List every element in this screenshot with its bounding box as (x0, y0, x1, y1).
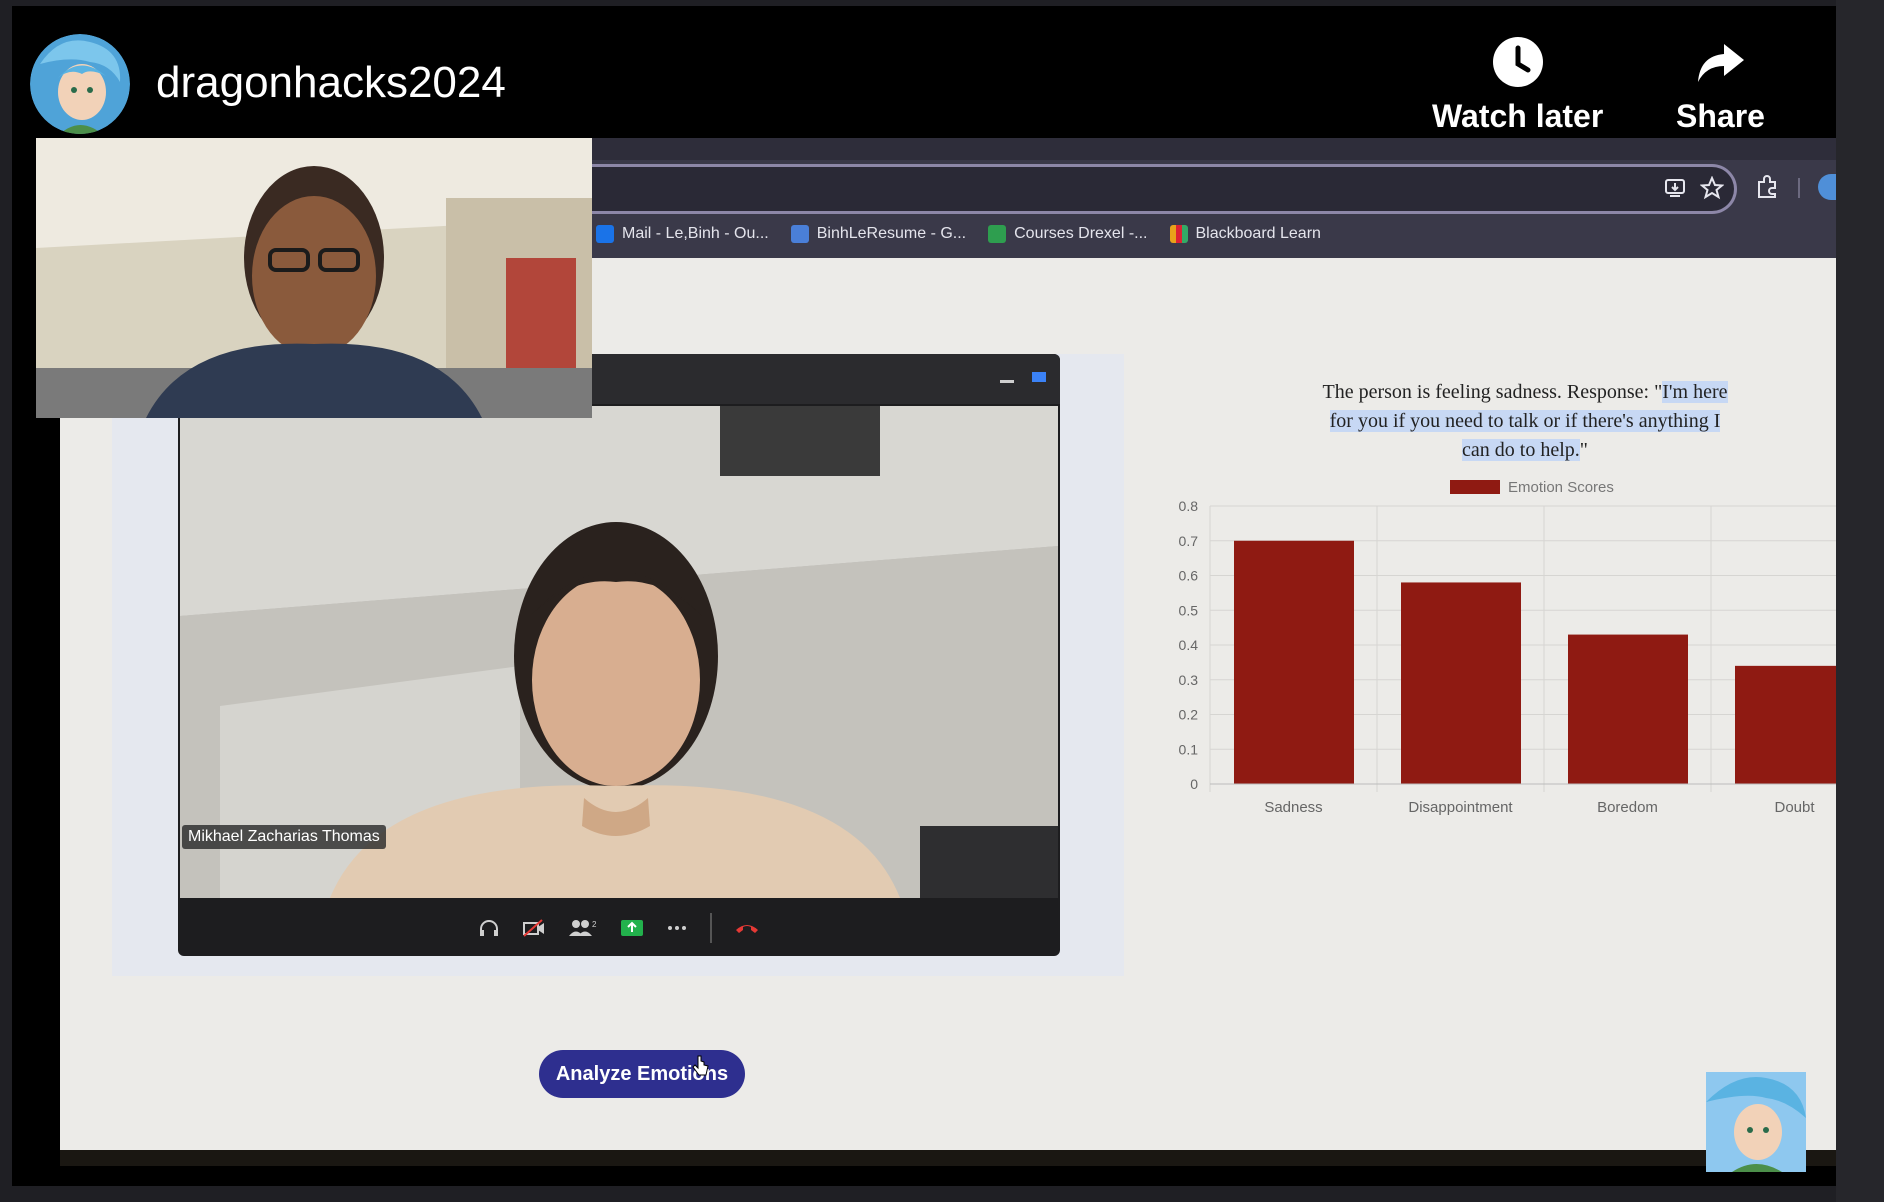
install-app-icon[interactable] (1664, 177, 1686, 199)
profile-avatar[interactable] (1818, 174, 1836, 200)
bookmark-resume[interactable]: BinhLeResume - G... (790, 225, 967, 243)
response-text: The person is feeling sadness. Response:… (1320, 378, 1730, 465)
y-tick-label: 0.6 (1179, 568, 1199, 584)
participants-count: 2 (592, 920, 597, 929)
channel-name[interactable]: dragonhacks2024 (156, 58, 506, 107)
blackboard-icon (1169, 225, 1188, 243)
bar-disappointment (1401, 582, 1521, 784)
more-options-icon[interactable] (666, 918, 688, 938)
participants-icon[interactable]: 2 (568, 918, 598, 938)
bar-boredom (1568, 634, 1688, 784)
channel-avatar[interactable] (30, 34, 130, 134)
mouse-cursor-icon (692, 1055, 709, 1076)
legend-swatch (1450, 480, 1500, 494)
video-off-icon[interactable] (522, 918, 546, 938)
outlook-icon (596, 225, 614, 243)
clock-icon (1492, 37, 1543, 87)
browser-tabstrip (592, 138, 1836, 160)
bar-sadness (1234, 540, 1354, 784)
y-tick-label: 0.2 (1179, 707, 1199, 723)
webcam-overlay (36, 138, 592, 418)
y-tick-label: 0.8 (1179, 498, 1199, 514)
zoom-controls: 2 (178, 900, 1060, 956)
participant-name-tag: Mikhael Zacharias Thomas (182, 825, 386, 849)
y-tick-label: 0.4 (1179, 637, 1199, 653)
bookmark-label: Mail - Le,Binh - Ou... (622, 225, 769, 242)
share-label: Share (1676, 98, 1765, 134)
maximize-icon[interactable] (1032, 372, 1046, 382)
extensions-icon[interactable] (1754, 174, 1780, 200)
bookmark-mail[interactable]: Mail - Le,Binh - Ou... (596, 225, 769, 243)
page-gutter (1836, 0, 1884, 1202)
audio-headphones-icon[interactable] (478, 918, 500, 938)
y-tick-label: 0.5 (1179, 602, 1199, 618)
control-divider (710, 913, 712, 943)
bookmark-label: BinhLeResume - G... (816, 225, 967, 242)
page-bottom-edge (60, 1150, 1836, 1166)
google-sheets-icon (988, 225, 1007, 243)
channel-watermark[interactable] (1706, 1072, 1806, 1172)
x-tick-label: Disappointment (1408, 799, 1513, 816)
share-arrow-icon (1698, 44, 1745, 82)
x-tick-label: Sadness (1264, 799, 1322, 816)
bookmark-blackboard[interactable]: Blackboard Learn (1169, 225, 1321, 243)
emotion-chart: Emotion Scores 0 0.1 0.2 0.3 0.4 0.5 0.6 0.7 0.8 S… (1179, 479, 1836, 816)
bookmark-label: Courses Drexel -... (1014, 225, 1148, 242)
response-end-quote: " (1579, 439, 1588, 461)
analyze-emotions-button[interactable]: Analyze Emotions (539, 1050, 745, 1098)
participant-video (180, 406, 1058, 898)
legend-label: Emotion Scores (1508, 479, 1614, 496)
bookmarks-bar: Mail - Le,Binh - Ou... BinhLeResume - G.… (596, 220, 1321, 248)
bar-doubt (1735, 665, 1836, 784)
google-docs-icon (790, 225, 809, 243)
bookmark-label: Blackboard Learn (1195, 225, 1321, 242)
y-tick-label: 0.3 (1179, 672, 1199, 688)
watch-later-label: Watch later (1432, 98, 1604, 134)
toolbar-divider (1798, 178, 1800, 198)
share-button[interactable]: Share (1676, 36, 1765, 135)
response-prefix: The person is feeling sadness. Response:… (1322, 381, 1663, 403)
x-tick-label: Doubt (1774, 799, 1815, 816)
watch-later-button[interactable]: Watch later (1432, 36, 1603, 135)
y-tick-label: 0.7 (1179, 533, 1199, 549)
y-tick-label: 0 (1190, 776, 1198, 792)
share-screen-icon[interactable] (620, 918, 644, 938)
end-call-icon[interactable] (734, 918, 760, 938)
minimize-icon[interactable] (1000, 380, 1014, 383)
y-tick-label: 0.1 (1179, 741, 1199, 757)
bookmark-star-icon[interactable] (1700, 176, 1724, 200)
bookmark-courses[interactable]: Courses Drexel -... (988, 225, 1148, 243)
x-tick-label: Boredom (1597, 799, 1658, 816)
address-bar[interactable] (592, 164, 1737, 214)
